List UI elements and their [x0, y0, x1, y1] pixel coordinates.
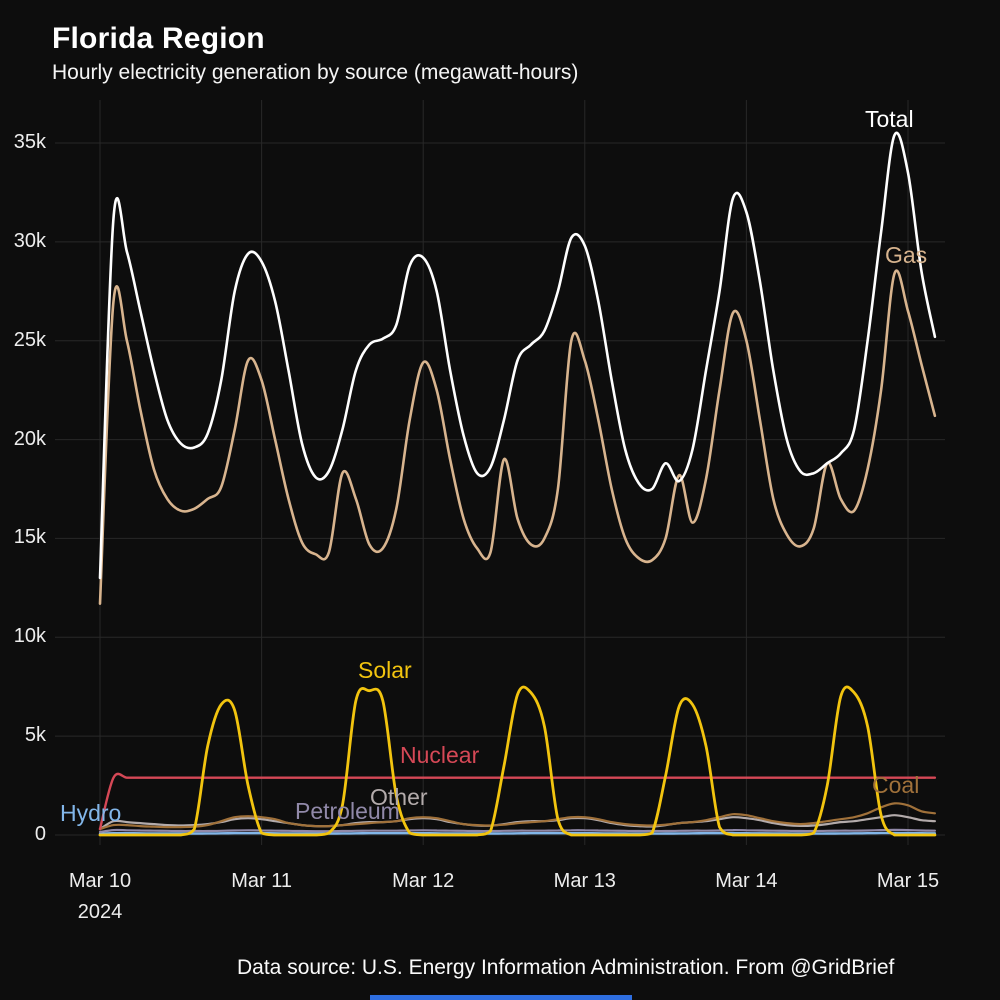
- x-tick-label: Mar 13: [553, 870, 616, 892]
- series-label-other: Other: [370, 784, 428, 810]
- series-label-coal: Coal: [872, 772, 920, 798]
- y-axis: 0 5k 10k 15k 20k 25k 30k 35k: [0, 0, 48, 1000]
- series-line-petroleum: [98, 828, 936, 834]
- y-tick-label: 0: [34, 823, 46, 845]
- x-tick-label: Mar 10 2024: [68, 870, 132, 923]
- series-label-petroleum: Petroleum: [295, 798, 400, 824]
- y-tick-label: 30k: [13, 229, 46, 252]
- bottom-blue-bar: [370, 995, 632, 1000]
- y-tick-label: 10k: [13, 625, 46, 648]
- series-line-nuclear: [98, 772, 937, 831]
- data-source-note: Data source: U.S. Energy Information Adm…: [237, 956, 895, 979]
- series-line-gas: [98, 269, 937, 605]
- series-label-total: Total: [865, 106, 914, 132]
- series-line-total: [98, 131, 937, 580]
- x-tick-label: Mar 14: [715, 870, 778, 892]
- series-line-coal: [98, 802, 936, 831]
- series-label-hydro: Hydro: [60, 800, 122, 826]
- x-tick-label: Mar 12: [392, 870, 455, 892]
- y-tick-label: 5k: [24, 724, 46, 747]
- page-title: Florida Region: [52, 22, 265, 55]
- y-tick-label: 15k: [13, 526, 46, 549]
- y-tick-label: 25k: [13, 328, 46, 351]
- x-tick-label: Mar 15: [876, 870, 940, 892]
- series-label-solar: Solar: [358, 657, 412, 683]
- series-label-gas: Gas: [885, 242, 928, 268]
- y-tick-label: 35k: [13, 131, 46, 153]
- series-line-hydro: [98, 831, 937, 835]
- series-label-nuclear: Nuclear: [400, 742, 480, 768]
- x-tick-label: Mar 11: [231, 870, 292, 892]
- series-line-solar: [98, 685, 937, 837]
- y-tick-label: 20k: [13, 427, 46, 450]
- page-subtitle: Hourly electricity generation by source …: [52, 61, 579, 84]
